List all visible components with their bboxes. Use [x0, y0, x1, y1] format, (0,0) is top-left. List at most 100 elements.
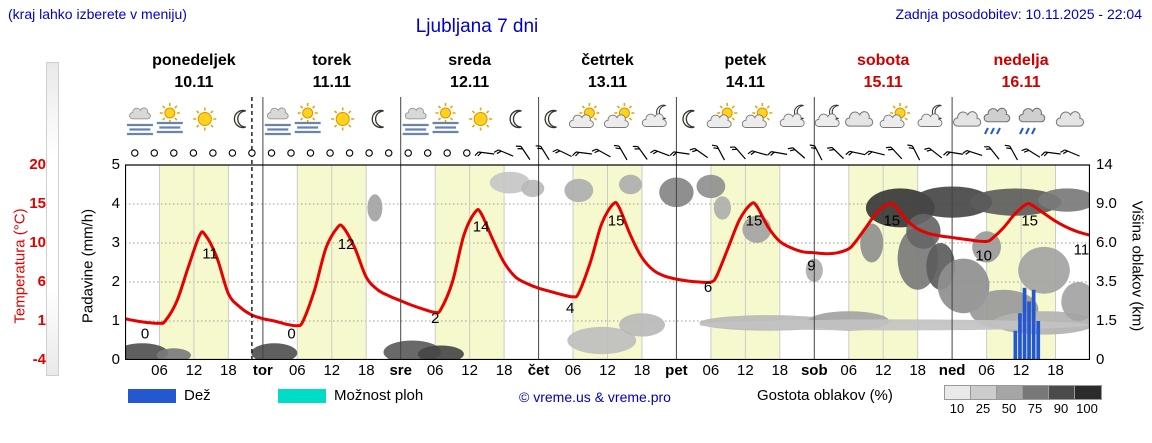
- x-tick-06-150: 06: [978, 362, 995, 379]
- wind-calm-icon: [404, 149, 412, 157]
- temp-value-label: 0: [141, 326, 149, 343]
- day-date: 14.11: [725, 74, 765, 91]
- rain-bar: [1013, 330, 1018, 360]
- day-name: nedelja: [993, 52, 1049, 69]
- day-header-nedelja: nedelja 16.11: [952, 50, 1090, 94]
- cloud-blob: [489, 171, 530, 194]
- copyright-link[interactable]: © vreme.us & vreme.pro: [519, 389, 671, 405]
- wind-calm-icon: [443, 149, 451, 157]
- wind-calm-icon: [248, 149, 256, 157]
- day-header-torek: torek 11.11: [263, 50, 401, 94]
- cloud-blob: [367, 194, 383, 222]
- wind-barb-icon: [885, 146, 903, 160]
- day-name: sreda: [448, 52, 491, 69]
- day-date: 12.11: [450, 74, 490, 91]
- page-title: Ljubljana 7 dni: [415, 16, 539, 37]
- wind-calm-icon: [365, 149, 373, 157]
- temp-tick-20: 20: [29, 156, 46, 173]
- wind-barb-icon: [689, 147, 708, 159]
- weather-icon-cloud: [845, 111, 874, 127]
- wind-calm-icon: [209, 149, 217, 157]
- weather-icon-partly: [603, 103, 635, 128]
- day-header-sreda: sreda 12.11: [401, 50, 539, 94]
- cloud-blob: [521, 179, 545, 197]
- temp-value-label: 11: [1074, 242, 1090, 259]
- day-name: sobota: [856, 52, 910, 69]
- cloud-scale-seg-10: [944, 385, 972, 400]
- wind-calm-icon: [384, 149, 393, 157]
- cloud-scale-label-100: 100: [1076, 401, 1098, 416]
- wind-barb-icon: [787, 147, 806, 159]
- cloud-density-legend-label: Gostota oblakov (%): [757, 387, 893, 404]
- weather-icon-cloud-moon: [814, 104, 840, 127]
- cloud-blob: [860, 223, 884, 263]
- x-tick-ned-144: ned: [938, 362, 966, 379]
- weather-icon-fog: [402, 107, 429, 136]
- wind-barb-icon: [1040, 151, 1061, 157]
- temp-tick-6: 6: [37, 273, 46, 290]
- temp-value-label: 14: [473, 218, 490, 235]
- cloud-blob: [696, 174, 726, 199]
- temperature-scale-strip: [46, 62, 59, 376]
- weather-icon-fog-sun: [432, 103, 459, 134]
- temp-value-label: 11: [202, 246, 218, 263]
- cloud-scale-seg-90: [1048, 385, 1076, 400]
- cloud-blob: [972, 231, 1001, 263]
- weather-icon-sun: [331, 107, 355, 131]
- rain-bar: [1022, 287, 1027, 360]
- x-tick-18-90: 18: [633, 362, 651, 379]
- x-tick-06-102: 06: [702, 362, 720, 379]
- cloud-blob: [713, 196, 732, 220]
- wind-calm-icon: [267, 149, 276, 157]
- wind-calm-icon: [170, 149, 178, 157]
- day-name: torek: [312, 52, 352, 69]
- cloud-scale-label-25: 25: [975, 401, 991, 416]
- weather-icon-moon: [682, 109, 695, 129]
- x-tick-18-138: 18: [909, 362, 927, 379]
- wind-calm-icon: [423, 149, 432, 157]
- wind-barb-icon: [729, 146, 746, 160]
- wind-barb-icon: [613, 144, 628, 161]
- day-date: 13.11: [587, 74, 628, 91]
- weather-icon-fog: [126, 107, 153, 136]
- wind-barb-icon: [767, 151, 788, 156]
- x-tick-06-54: 06: [426, 362, 444, 379]
- cloud-blob: [156, 348, 191, 360]
- cloud-scale-label-50: 50: [1001, 401, 1017, 416]
- cloud-scale-seg-75: [1022, 385, 1050, 400]
- day-name: četrtek: [581, 52, 634, 69]
- x-tick-06-126: 06: [840, 362, 858, 379]
- wind-calm-icon: [150, 149, 159, 157]
- weather-icon-partly: [706, 103, 738, 128]
- wind-barb-icon: [572, 151, 592, 157]
- temp-value-label: 9: [807, 257, 815, 274]
- cloud-scale-seg-50: [996, 385, 1024, 400]
- rain-legend-swatch: [128, 389, 176, 403]
- weather-icon-partly: [879, 103, 911, 128]
- cloud-tick-1.5: 1.5: [1096, 312, 1117, 329]
- day-name: petek: [724, 52, 767, 69]
- cloud-blob: [1018, 246, 1070, 294]
- x-tick-06-78: 06: [564, 362, 582, 379]
- wind-barb-icon: [907, 144, 921, 161]
- day-date: 16.11: [1001, 74, 1041, 91]
- x-tick-18-18: 18: [220, 362, 237, 379]
- wind-barb-icon: [669, 151, 690, 157]
- x-tick-12-12: 12: [185, 362, 203, 379]
- day-header-ponedeljek: ponedeljek 10.11: [125, 50, 263, 94]
- cloud-tick-3.5: 3.5: [1096, 273, 1117, 290]
- temp-tick--4: -4: [32, 351, 46, 368]
- x-tick-pet-96: pet: [665, 362, 688, 379]
- weather-icon-cloud: [953, 111, 982, 127]
- weather-icon-moon: [509, 109, 522, 129]
- rain-bar: [1031, 289, 1036, 360]
- temp-tick-10: 10: [29, 234, 46, 251]
- wind-barb-icon: [711, 144, 725, 161]
- wind-barb-icon: [1021, 148, 1041, 158]
- wind-calm-icon: [326, 149, 334, 157]
- wind-barb-icon: [809, 144, 823, 161]
- weather-icon-moon: [544, 109, 557, 129]
- cloud-scale-label-90: 90: [1053, 401, 1069, 416]
- weather-icon-fog-sun: [156, 103, 183, 134]
